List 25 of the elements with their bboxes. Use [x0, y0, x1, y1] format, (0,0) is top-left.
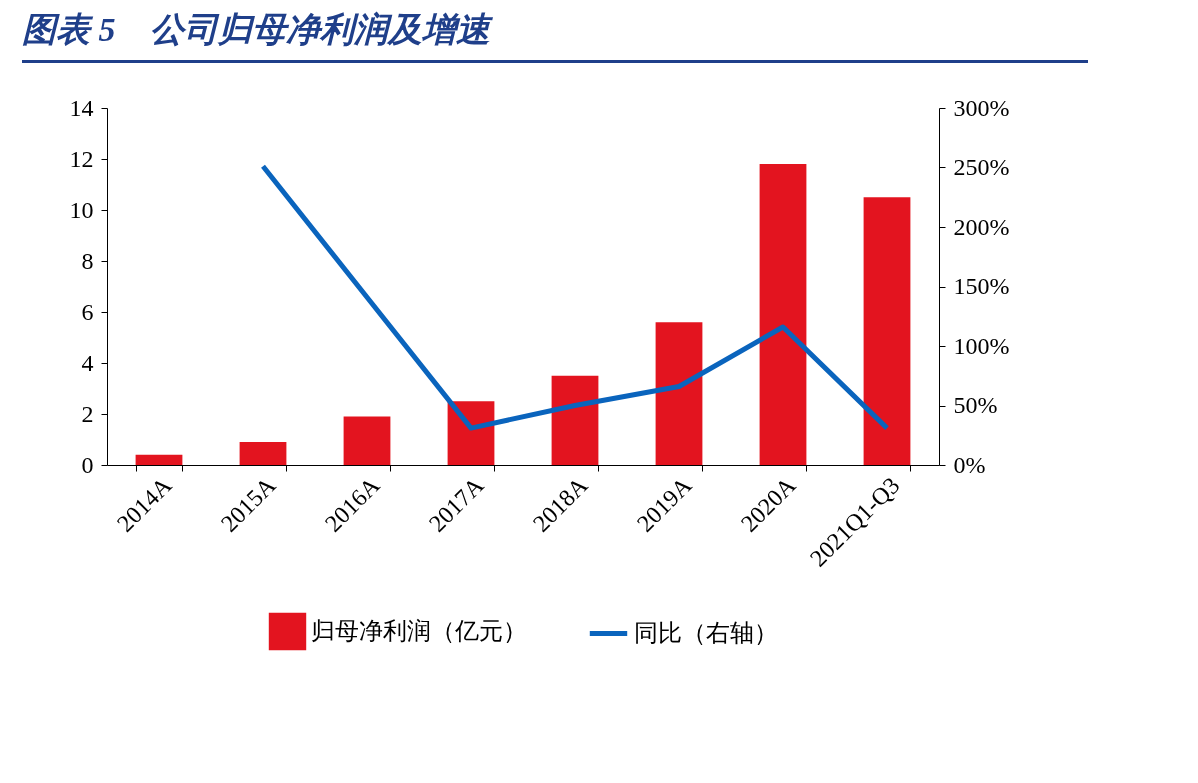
y-tick-label: 0: [81, 451, 94, 478]
y-tick-label: 8: [81, 247, 94, 274]
y-tick-label: 12: [69, 145, 94, 172]
y2-tick-label: 50%: [953, 392, 998, 418]
y-tick-label: 2: [81, 400, 94, 427]
bar: [759, 164, 807, 465]
y-tick-label: 6: [81, 298, 94, 325]
y-tick-label: 4: [81, 349, 94, 376]
y2-tick-label: 200%: [953, 213, 1010, 240]
chart-title: 图表 5 公司归母净利润及增速: [22, 8, 1088, 63]
y-tick-label: 14: [69, 94, 94, 121]
legend-label: 同比（右轴）: [634, 619, 778, 646]
y2-tick-label: 100%: [953, 332, 1010, 359]
bar: [239, 442, 287, 465]
bar: [655, 322, 703, 465]
y2-tick-label: 150%: [953, 273, 1010, 299]
bar: [551, 375, 599, 465]
y2-tick-label: 250%: [953, 154, 1010, 180]
bar: [343, 416, 391, 465]
y2-tick-label: 0%: [953, 451, 986, 478]
bar: [863, 197, 911, 465]
y-tick-label: 10: [69, 196, 94, 223]
bar: [135, 454, 183, 465]
legend-label: 归母净利润（亿元）: [311, 617, 527, 644]
y2-tick-label: 300%: [953, 94, 1010, 121]
